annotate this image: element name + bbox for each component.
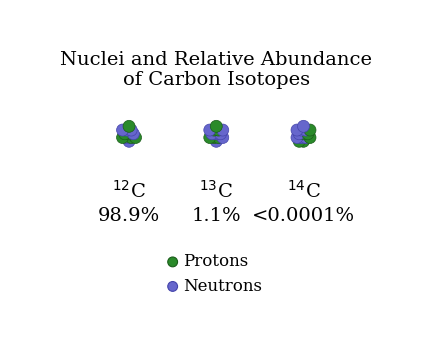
Circle shape bbox=[215, 128, 227, 140]
Circle shape bbox=[302, 128, 314, 140]
Circle shape bbox=[121, 132, 133, 143]
Circle shape bbox=[298, 128, 309, 140]
Circle shape bbox=[212, 124, 225, 136]
Circle shape bbox=[168, 281, 178, 291]
Circle shape bbox=[210, 135, 222, 147]
Text: $^{14}$C: $^{14}$C bbox=[287, 180, 320, 202]
Circle shape bbox=[217, 124, 229, 136]
Circle shape bbox=[295, 124, 307, 136]
Circle shape bbox=[204, 132, 216, 143]
Text: $^{12}$C: $^{12}$C bbox=[112, 180, 146, 202]
Text: 98.9%: 98.9% bbox=[98, 207, 160, 224]
Circle shape bbox=[206, 128, 218, 140]
Circle shape bbox=[298, 120, 309, 132]
Circle shape bbox=[168, 257, 178, 267]
Circle shape bbox=[210, 120, 222, 132]
Circle shape bbox=[291, 132, 303, 143]
Circle shape bbox=[119, 128, 131, 140]
Text: $^{13}$C: $^{13}$C bbox=[199, 180, 233, 202]
Text: <0.0001%: <0.0001% bbox=[252, 207, 355, 224]
Circle shape bbox=[298, 135, 309, 147]
Text: Neutrons: Neutrons bbox=[184, 278, 262, 295]
Text: 1.1%: 1.1% bbox=[192, 207, 241, 224]
Circle shape bbox=[291, 124, 303, 136]
Circle shape bbox=[295, 132, 307, 143]
Circle shape bbox=[212, 132, 225, 143]
Circle shape bbox=[130, 132, 141, 143]
Circle shape bbox=[123, 120, 135, 132]
Circle shape bbox=[127, 128, 139, 140]
Text: Nuclei and Relative Abundance
of Carbon Isotopes: Nuclei and Relative Abundance of Carbon … bbox=[60, 51, 372, 90]
Circle shape bbox=[125, 124, 137, 136]
Circle shape bbox=[300, 132, 312, 143]
Circle shape bbox=[293, 135, 305, 147]
Circle shape bbox=[293, 128, 305, 140]
Circle shape bbox=[123, 128, 135, 140]
Circle shape bbox=[121, 124, 133, 136]
Circle shape bbox=[125, 132, 137, 143]
Circle shape bbox=[204, 124, 216, 136]
Circle shape bbox=[217, 132, 229, 143]
Circle shape bbox=[304, 132, 316, 143]
Circle shape bbox=[208, 132, 220, 143]
Circle shape bbox=[304, 124, 316, 136]
Circle shape bbox=[123, 135, 135, 147]
Circle shape bbox=[300, 124, 312, 136]
Circle shape bbox=[210, 128, 222, 140]
Text: Protons: Protons bbox=[184, 253, 249, 270]
Circle shape bbox=[208, 124, 220, 136]
Circle shape bbox=[116, 124, 129, 136]
Circle shape bbox=[116, 132, 129, 143]
